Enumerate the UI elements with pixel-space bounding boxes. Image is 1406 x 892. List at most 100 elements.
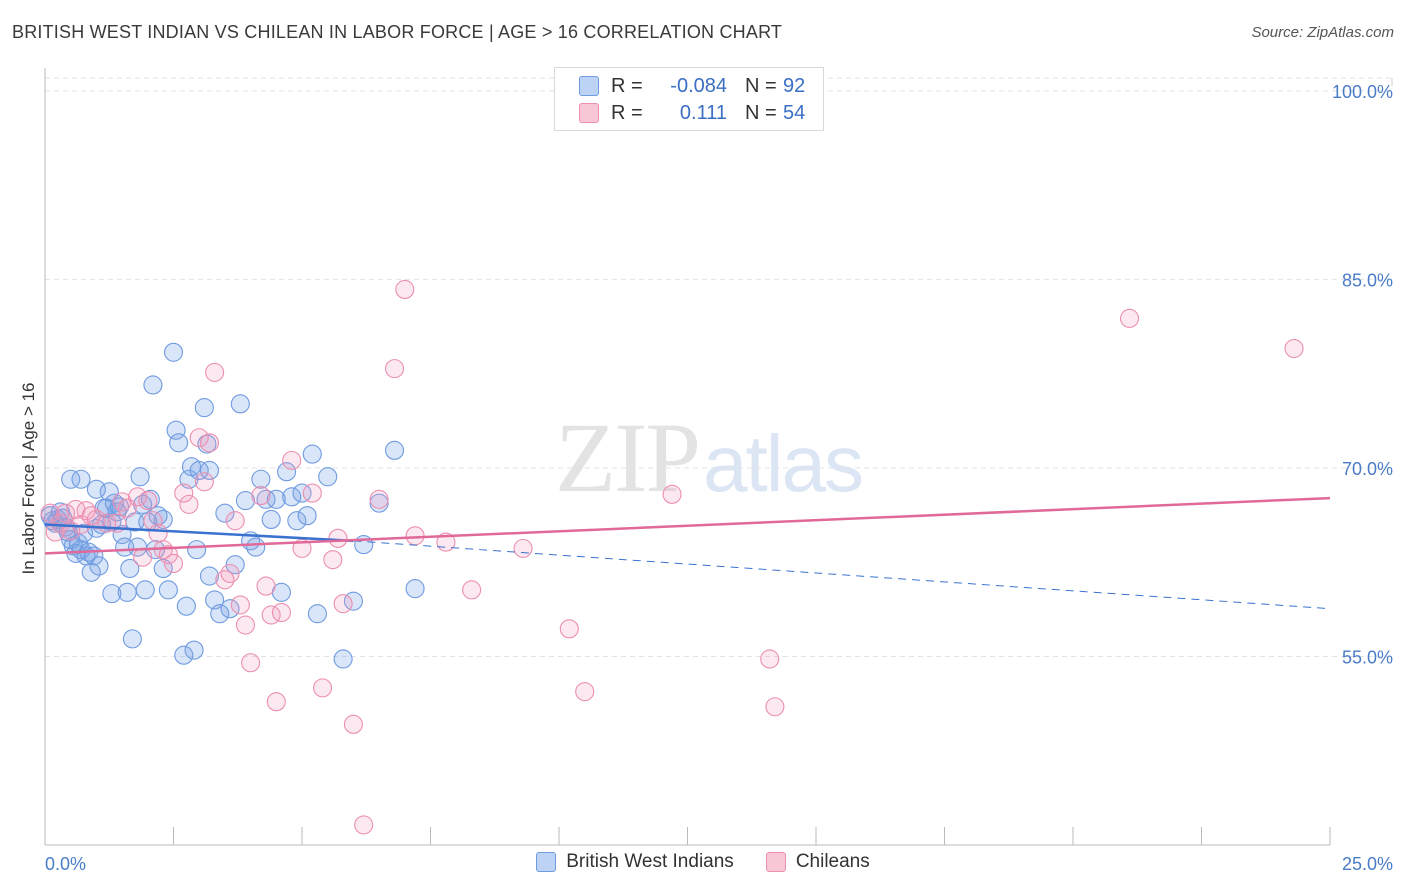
point-british-west-indian (169, 433, 189, 453)
point-chilean (241, 653, 261, 673)
y-tick-label: 55.0% (1342, 647, 1393, 667)
legend-r-label: R = (611, 101, 643, 124)
legend-label-chileans: Chileans (795, 851, 870, 872)
legend-row-pink: R = 0.111 N = 54 (579, 100, 805, 126)
point-chilean (575, 682, 595, 702)
point-british-west-indian (89, 556, 109, 576)
axis-labels: 55.0% 70.0% 85.0% 100.0% 0.0% 25.0% In Labor F… (19, 82, 1393, 874)
point-british-west-indian (135, 580, 155, 600)
point-chilean (369, 489, 389, 509)
axis-ticks (44, 827, 1331, 845)
legend-item-chileans: Chileans (765, 851, 870, 873)
point-british-west-indian (282, 487, 302, 507)
point-chilean (174, 483, 194, 503)
point-chilean (323, 550, 343, 570)
point-british-west-indian (307, 604, 327, 624)
point-chilean (235, 615, 256, 635)
point-british-west-indian (277, 462, 297, 482)
chart-title: BRITISH WEST INDIAN VS CHILEAN IN LABOR … (12, 22, 783, 42)
point-british-west-indian (120, 558, 140, 579)
point-chilean (271, 602, 291, 623)
point-british-west-indian (333, 649, 353, 669)
x-tick-label-min: 0.0% (45, 854, 86, 874)
point-chilean (328, 528, 348, 548)
axes (44, 68, 1393, 846)
trend-line-british-west-indians (44, 523, 354, 543)
point-british-west-indian (230, 394, 250, 414)
point-british-west-indian (163, 342, 184, 362)
point-chilean (765, 697, 785, 717)
correlation-legend: R = -0.084 N = 92 R = 0.111 N = 54 (554, 67, 824, 131)
point-chilean (1119, 308, 1140, 328)
point-british-west-indian (261, 509, 281, 530)
point-chilean (199, 433, 220, 453)
point-british-west-indian (287, 511, 307, 531)
point-british-west-indian (187, 540, 207, 560)
point-british-west-indian (189, 460, 209, 480)
point-chilean (56, 503, 76, 523)
point-chilean (313, 678, 333, 698)
point-chilean (189, 428, 209, 448)
point-british-west-indian (235, 491, 256, 511)
point-british-west-indian (81, 562, 101, 582)
point-british-west-indian (292, 483, 312, 503)
point-chilean (194, 472, 214, 492)
point-british-west-indian (256, 489, 276, 509)
point-chilean (138, 491, 158, 511)
point-chilean (395, 279, 415, 299)
point-chilean (205, 362, 225, 382)
legend-swatch-blue (579, 76, 599, 96)
point-british-west-indian (318, 467, 338, 487)
point-british-west-indian (184, 640, 204, 660)
legend-swatch-pink (579, 103, 599, 123)
point-british-west-indian (166, 420, 186, 440)
point-chilean (45, 522, 65, 542)
point-chilean (163, 553, 184, 574)
legend-r-value-blue: -0.084 (670, 74, 727, 97)
point-chilean (220, 563, 240, 584)
point-british-west-indian (71, 469, 91, 489)
point-british-west-indian (210, 604, 230, 624)
x-tick-label-max: 25.0% (1342, 854, 1393, 874)
y-tick-label: 85.0% (1342, 270, 1393, 290)
legend-swatch-pink (765, 852, 786, 872)
legend-row-blue: R = -0.084 N = 92 (579, 73, 805, 99)
legend-n-value-blue: 92 (783, 74, 806, 97)
legend-r-label: R = (611, 74, 643, 97)
point-british-west-indian (199, 566, 220, 586)
series-british-west-indians (40, 342, 425, 669)
point-british-west-indian (176, 596, 196, 616)
trend-lines (44, 496, 1331, 610)
legend-swatch-blue (536, 852, 557, 872)
point-chilean (158, 545, 178, 565)
y-tick-label: 100.0% (1332, 82, 1393, 102)
point-british-west-indian (246, 537, 266, 557)
y-axis-title: In Labor Force | Age > 16 (19, 382, 38, 574)
point-british-west-indian (194, 398, 214, 418)
point-british-west-indian (405, 579, 425, 599)
point-chilean (230, 595, 250, 615)
point-chilean (333, 594, 353, 614)
series-legend: British West Indians Chileans (0, 851, 1406, 873)
point-chilean (462, 580, 482, 600)
point-chilean (384, 359, 405, 379)
point-chilean (112, 492, 132, 512)
point-british-west-indian (384, 440, 405, 460)
point-chilean (354, 815, 374, 835)
point-chilean (225, 511, 245, 531)
legend-n-label: N = (745, 74, 777, 97)
point-british-west-indian (220, 599, 240, 619)
point-british-west-indian (251, 469, 271, 489)
point-british-west-indian (225, 555, 245, 575)
point-chilean (513, 538, 533, 558)
gridlines (45, 77, 1395, 657)
point-chilean (292, 538, 312, 558)
point-british-west-indian (302, 444, 322, 464)
point-british-west-indian (86, 479, 106, 499)
point-chilean (1284, 338, 1304, 359)
point-british-west-indian (102, 584, 122, 604)
legend-item-british-west-indians: British West Indians (536, 851, 734, 873)
point-british-west-indian (143, 375, 163, 395)
point-chilean (179, 494, 199, 514)
